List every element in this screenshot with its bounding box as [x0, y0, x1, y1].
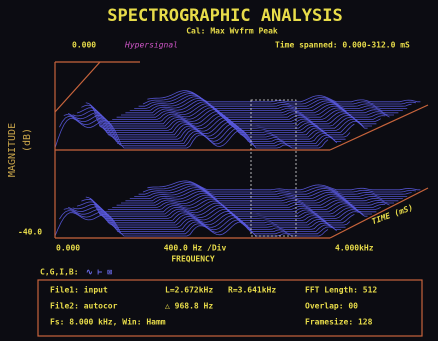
mesh-trace — [85, 196, 359, 222]
cursor-label: C,G,I,B: — [40, 268, 79, 277]
cursor-icons: ∿ ⊢ ⊠ — [86, 268, 112, 277]
mesh-trace — [76, 107, 351, 138]
mesh-trace — [125, 188, 399, 202]
info-cell: L=2.672kHz — [165, 286, 213, 295]
mesh-trace — [129, 187, 403, 200]
mesh-trace — [68, 112, 342, 142]
mesh-trace — [116, 192, 390, 206]
info-table: File1: input L=2.672kHz R=3.641kHz FFT Leng… — [50, 285, 377, 327]
mesh-trace — [142, 91, 417, 105]
info-cell: △ 968.8 Hz — [165, 302, 213, 311]
y-axis-unit: (dB) — [22, 128, 33, 152]
mesh-trace — [107, 105, 381, 122]
time-spanned: Time spanned: 0.000-312.0 mS — [275, 40, 410, 50]
mesh-trace — [98, 200, 372, 215]
title: SPECTROGRAPHIC ANALYSIS — [107, 6, 342, 26]
calibration: Cal: Max Wvfrm Peak — [186, 27, 278, 36]
info-cell: R=3.641kHz — [228, 286, 276, 295]
info-cell: Fs: 8.000 kHz, Win: Hamm — [50, 317, 166, 327]
plot-frame — [54, 61, 429, 239]
info-cell: File2: autocor — [50, 301, 118, 311]
mesh-trace — [121, 190, 394, 204]
x-division: 400.0 Hz /Div — [164, 243, 227, 253]
mesh-trace — [103, 107, 377, 125]
waterfall-mesh — [54, 90, 421, 237]
mesh-trace — [121, 99, 394, 116]
selection-window — [250, 99, 297, 237]
mesh-trace — [129, 96, 403, 111]
mesh-trace — [112, 194, 386, 208]
x-max: 4.000kHz — [335, 244, 374, 253]
y-min: -40.0 — [18, 228, 42, 237]
mesh-trace — [54, 212, 329, 237]
mesh-trace — [81, 104, 355, 136]
mesh-trace — [138, 183, 412, 195]
mesh-trace — [98, 109, 372, 127]
mesh-trace — [72, 203, 346, 228]
mesh-trace — [107, 196, 381, 211]
y-axis-label: MAGNITUDE — [7, 123, 18, 177]
mesh-trace — [147, 180, 421, 191]
mesh-trace — [103, 198, 377, 213]
mesh-trace — [125, 97, 399, 114]
x-axis-label: FREQUENCY — [171, 255, 215, 264]
mesh-trace — [54, 118, 329, 149]
mesh-trace — [76, 201, 351, 226]
start-value: 0.000 — [72, 41, 96, 50]
mesh-trace — [63, 208, 338, 233]
mesh-trace — [142, 182, 417, 193]
info-cell: FFT Length: 512 — [305, 286, 377, 295]
x-min: 0.000 — [56, 244, 80, 253]
info-box — [37, 279, 423, 337]
mesh-trace — [112, 103, 386, 120]
mesh-trace — [147, 90, 421, 103]
info-cell: Overlap: 00 — [305, 302, 358, 311]
mesh-trace — [81, 198, 355, 224]
info-cell: Framesize: 128 — [305, 317, 373, 327]
info-cell: File1: input — [50, 285, 108, 295]
mesh-trace — [72, 109, 346, 140]
mesh-trace — [94, 111, 368, 129]
mesh-trace — [134, 94, 408, 109]
brand: Hypersignal — [124, 41, 178, 50]
mesh-trace — [138, 93, 412, 107]
mesh-trace — [134, 185, 408, 197]
